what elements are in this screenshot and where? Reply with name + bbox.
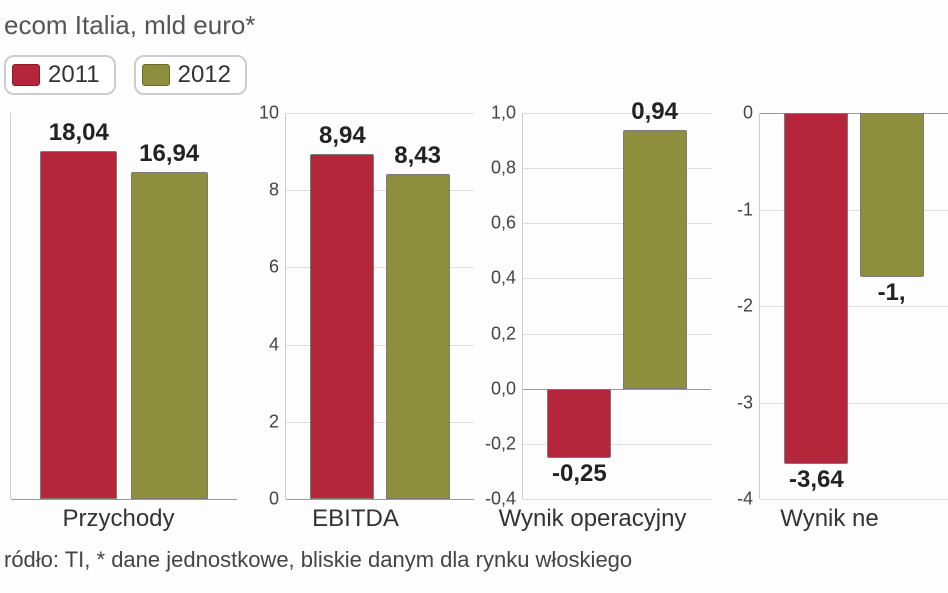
- plot-area: -0,250,94: [522, 113, 711, 499]
- y-axis: -0,4-0,20,00,20,40,60,81,0: [474, 113, 522, 499]
- bar-value-label: 16,94: [131, 140, 208, 168]
- y-tick-label: 0,6: [491, 213, 516, 234]
- y-tick-label: 0: [743, 103, 753, 124]
- bar-2012: [131, 172, 208, 499]
- bar-2011: [784, 113, 848, 464]
- legend-swatch-2011: [12, 64, 40, 86]
- plot-wrap: 02468108,948,43: [237, 113, 474, 499]
- y-tick-label: 0,0: [491, 378, 516, 399]
- legend-label-2011: 2011: [48, 61, 100, 89]
- bar-2012: [386, 174, 450, 499]
- y-tick-label: 0,8: [491, 158, 516, 179]
- bar-2012: [623, 130, 687, 389]
- y-tick-label: 0,2: [491, 323, 516, 344]
- bar-2011: [310, 154, 374, 499]
- y-tick-label: 2: [269, 411, 279, 432]
- bar-value-label: -1,: [860, 279, 924, 307]
- plot-wrap: -0,4-0,20,00,20,40,60,81,0-0,250,94: [474, 113, 711, 499]
- bar-value-label: -0,25: [547, 460, 611, 488]
- plot-area: -3,64 -1,: [759, 113, 948, 499]
- y-tick-label: 6: [269, 257, 279, 278]
- y-tick-label: 4: [269, 334, 279, 355]
- bar-value-label: 18,04: [40, 119, 117, 147]
- bar-value-label: 0,94: [623, 97, 687, 125]
- plot-wrap: 18,04 16,94: [0, 113, 237, 499]
- zero-line: [11, 499, 237, 500]
- chart-page: ecom Italia, mld euro* 2011 2012 18,04 16…: [0, 0, 948, 593]
- bar-2011: [547, 389, 611, 458]
- legend-label-2012: 2012: [178, 61, 231, 89]
- y-axis: -4-3-2-10: [711, 113, 759, 499]
- gridline: [760, 499, 948, 500]
- y-tick-label: -0,4: [485, 489, 516, 510]
- legend: 2011 2012: [4, 55, 948, 95]
- chart-title: ecom Italia, mld euro*: [4, 10, 948, 41]
- y-tick-label: 1,0: [491, 103, 516, 124]
- bar-value-label: -3,64: [784, 466, 848, 494]
- legend-swatch-2012: [142, 64, 170, 86]
- gridline: [523, 499, 711, 500]
- y-tick-label: -1: [737, 199, 753, 220]
- y-tick-label: -0,2: [485, 433, 516, 454]
- x-label: Przychody: [0, 499, 237, 533]
- panel-wynik_operacyjny: -0,4-0,20,00,20,40,60,81,0-0,250,94Wynik…: [474, 113, 711, 533]
- legend-item-2012: 2012: [134, 55, 247, 95]
- y-axis: 0246810: [237, 113, 285, 499]
- footnote: ródło: TI, * dane jednostkowe, bliskie d…: [4, 547, 948, 573]
- y-tick-label: 0: [269, 489, 279, 510]
- legend-item-2011: 2011: [4, 55, 116, 95]
- y-axis: [0, 113, 10, 499]
- plot-area: 8,94 8,43: [285, 113, 474, 499]
- y-tick-label: -2: [737, 296, 753, 317]
- panel-wynik_ne: -4-3-2-10-3,64-1,Wynik ne: [711, 113, 948, 533]
- charts-row: 18,0416,94Przychody02468108,948,43EBITDA…: [0, 113, 948, 533]
- gridline: [286, 113, 474, 114]
- plot-area: 18,04 16,94: [10, 113, 237, 499]
- bar-value-label: 8,43: [386, 141, 450, 169]
- plot-wrap: -4-3-2-10-3,64-1,: [711, 113, 948, 499]
- y-tick-label: 8: [269, 180, 279, 201]
- y-tick-label: -3: [737, 392, 753, 413]
- y-tick-label: 0,4: [491, 268, 516, 289]
- y-tick-label: -4: [737, 489, 753, 510]
- bar-value-label: 8,94: [310, 122, 374, 150]
- panel-przychody: 18,04 16,94 Przychody: [0, 113, 237, 533]
- zero-line: [286, 499, 474, 500]
- y-tick-label: 10: [259, 103, 279, 124]
- bar-2011: [40, 151, 117, 499]
- panel-ebitda: 02468108,948,43EBITDA: [237, 113, 474, 533]
- bar-2012: [860, 113, 924, 277]
